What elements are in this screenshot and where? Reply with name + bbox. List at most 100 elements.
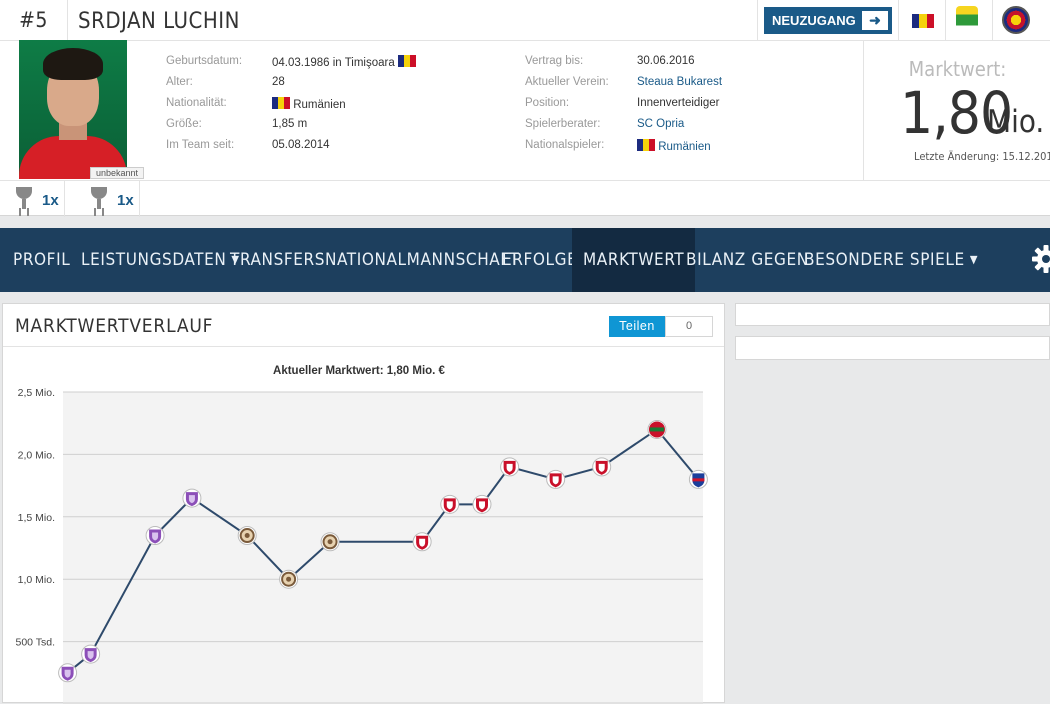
club-badge-point[interactable] bbox=[500, 457, 520, 477]
nav-item-label: MARKTWERT bbox=[583, 250, 685, 270]
info-value: Rumänien bbox=[272, 97, 346, 111]
club-badge-point[interactable] bbox=[182, 488, 202, 508]
club-badge-point[interactable] bbox=[81, 644, 101, 664]
title-bar: #5 SRDJAN LUCHIN NEUZUGANG ➜ bbox=[0, 0, 1050, 41]
trophy-count: 1x bbox=[117, 192, 134, 209]
nav-item-nationalmannschaft[interactable]: NATIONALMANNSCHAFT bbox=[314, 228, 530, 292]
country-flag-cell[interactable] bbox=[898, 0, 945, 41]
player-photo bbox=[19, 40, 127, 179]
nav-item-label: BESONDERE SPIELE bbox=[804, 250, 965, 270]
info-label: Nationalspieler: bbox=[525, 139, 605, 151]
club-badge-point[interactable] bbox=[472, 494, 492, 514]
romania-flag-icon bbox=[637, 139, 655, 151]
info-value: Innenverteidiger bbox=[637, 97, 719, 109]
player-name: SRDJAN LUCHIN bbox=[78, 9, 240, 34]
info-value-text: 04.03.1986 in Timişoara bbox=[272, 57, 395, 69]
market-value-unit: Mio. € bbox=[987, 104, 1050, 140]
info-label: Spielerberater: bbox=[525, 118, 601, 130]
club-badge-point[interactable] bbox=[592, 457, 612, 477]
market-value-label: Marktwert: bbox=[908, 57, 1007, 81]
info-value-text: Steaua Bukarest bbox=[637, 76, 723, 88]
info-value-text: 30.06.2016 bbox=[637, 55, 695, 67]
romania-flag-icon bbox=[397, 55, 416, 67]
federation-logo-cell[interactable] bbox=[992, 0, 1050, 41]
trophy-icon bbox=[89, 187, 109, 211]
club-badge-point[interactable] bbox=[688, 469, 708, 489]
trophy-item[interactable]: 1x bbox=[0, 181, 65, 217]
y-tick-label: 2,5 Mio. bbox=[18, 387, 55, 399]
info-value: 28 bbox=[272, 76, 285, 88]
info-value-text: 1,85 m bbox=[272, 118, 308, 130]
nav-item-label: PROFIL bbox=[13, 250, 71, 270]
shirt-number: #5 bbox=[0, 0, 68, 41]
main-nav: PROFIL LEISTUNGSDATEN ▼ TRANSFERS NATIONALMA… bbox=[0, 228, 1050, 292]
romania-flag-icon bbox=[272, 97, 290, 109]
caret-down-icon: ▼ bbox=[231, 253, 240, 266]
trophy-item[interactable]: 1x bbox=[75, 181, 140, 217]
market-value-panel: MARKTWERTVERLAUF Teilen 0 Aktueller Mark… bbox=[2, 303, 725, 704]
nav-item-label: LEISTUNGSDATEN bbox=[81, 250, 227, 270]
info-link[interactable]: Rumänien bbox=[637, 139, 711, 153]
league-logo-icon bbox=[956, 6, 978, 34]
info-value-text: 05.08.2014 bbox=[272, 139, 330, 151]
market-value-last-change: Letzte Änderung: 15.12.2014 bbox=[914, 150, 1050, 163]
info-link[interactable]: Steaua Bukarest bbox=[637, 76, 722, 88]
gear-icon[interactable] bbox=[1031, 244, 1050, 274]
club-badge-point[interactable] bbox=[145, 526, 165, 546]
info-value: 05.08.2014 bbox=[272, 139, 330, 151]
nav-item-profil[interactable]: PROFIL bbox=[2, 228, 81, 292]
club-badge-point[interactable] bbox=[320, 532, 340, 552]
info-label: Nationalität: bbox=[166, 97, 227, 109]
club-badge-point[interactable] bbox=[647, 419, 667, 439]
nav-item-erfolge[interactable]: ERFOLGE bbox=[491, 228, 588, 292]
nav-item-label: BILANZ GEGEN bbox=[686, 250, 809, 270]
info-value-text: Innenverteidiger bbox=[637, 97, 720, 109]
nav-item-label: NATIONALMANNSCHAFT bbox=[325, 250, 520, 270]
romania-flag-icon bbox=[912, 14, 934, 28]
info-value-text: 28 bbox=[272, 76, 285, 88]
nav-item-besondere-spiele[interactable]: BESONDERE SPIELE ▼ bbox=[793, 228, 989, 292]
new-signing-badge[interactable]: NEUZUGANG ➜ bbox=[764, 7, 892, 34]
info-value: 04.03.1986 in Timişoara bbox=[272, 55, 416, 69]
club-badge-point[interactable] bbox=[237, 526, 257, 546]
y-tick-label: 500 Tsd. bbox=[15, 637, 55, 649]
club-badge-point[interactable] bbox=[412, 532, 432, 552]
market-value-chart: Aktueller Marktwert: 1,80 Mio. € 500 Tsd… bbox=[15, 365, 708, 704]
info-value: 30.06.2016 bbox=[637, 55, 695, 67]
y-tick-label: 1,0 Mio. bbox=[18, 574, 55, 586]
info-label: Alter: bbox=[166, 76, 193, 88]
info-link[interactable]: SC Opria bbox=[637, 118, 684, 130]
market-value-box: Marktwert: 1,80 Mio. € Letzte Änderung: … bbox=[863, 41, 1050, 180]
info-label: Im Team seit: bbox=[166, 139, 235, 151]
club-badge-point[interactable] bbox=[279, 569, 299, 589]
nav-item-leistungsdaten[interactable]: LEISTUNGSDATEN ▼ bbox=[70, 228, 251, 292]
trophy-row: 1x 1x bbox=[0, 180, 1050, 217]
info-value: 1,85 m bbox=[272, 118, 307, 130]
info-label: Geburtsdatum: bbox=[166, 55, 243, 67]
player-header: #5 SRDJAN LUCHIN NEUZUGANG ➜ unbekannt G… bbox=[0, 0, 1050, 217]
nav-item-transfers[interactable]: TRANSFERS bbox=[219, 228, 336, 292]
club-badge-point[interactable] bbox=[440, 494, 460, 514]
panel-header: MARKTWERTVERLAUF Teilen 0 bbox=[3, 304, 724, 347]
y-tick-label: 1,5 Mio. bbox=[18, 512, 55, 524]
plot-area bbox=[63, 392, 703, 704]
info-value-text: Rumänien bbox=[658, 141, 711, 153]
club-badge-point[interactable] bbox=[546, 469, 566, 489]
federation-logo-icon bbox=[1002, 6, 1030, 34]
photo-caption: unbekannt bbox=[90, 167, 144, 179]
club-badge-point[interactable] bbox=[58, 663, 78, 683]
info-label: Aktueller Verein: bbox=[525, 76, 609, 88]
caret-down-icon: ▼ bbox=[969, 253, 979, 266]
nav-item-marktwert[interactable]: MARKTWERT bbox=[572, 228, 696, 292]
info-value-text: SC Opria bbox=[637, 118, 685, 130]
chart-title: Aktueller Marktwert: 1,80 Mio. € bbox=[273, 365, 446, 377]
trophy-icon bbox=[14, 187, 34, 211]
header-badges: NEUZUGANG ➜ bbox=[757, 0, 1050, 41]
info-value-text: Rumänien bbox=[293, 99, 346, 111]
league-logo-cell[interactable] bbox=[945, 0, 992, 41]
share-button[interactable]: Teilen bbox=[609, 316, 665, 337]
new-signing-label: NEUZUGANG bbox=[772, 13, 856, 28]
side-panel bbox=[735, 303, 1050, 326]
nav-item-bilanz-gegen[interactable]: BILANZ GEGEN bbox=[675, 228, 820, 292]
info-label: Vertrag bis: bbox=[525, 55, 584, 67]
